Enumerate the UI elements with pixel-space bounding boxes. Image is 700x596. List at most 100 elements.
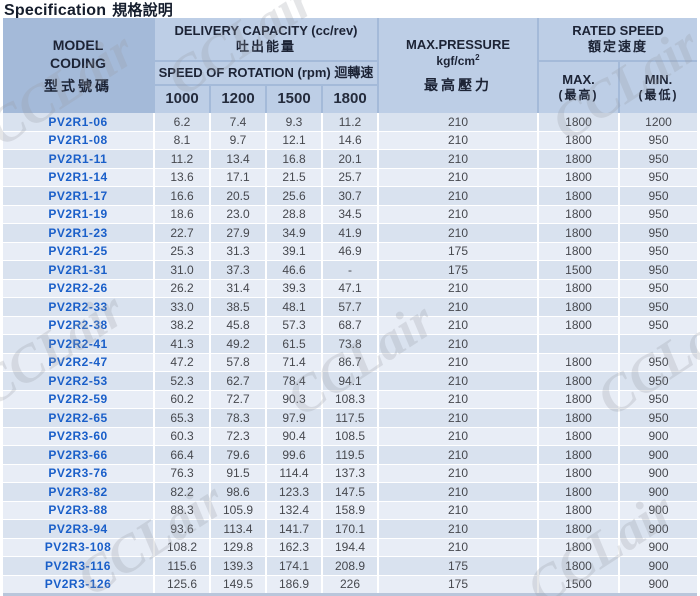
rpm-value: 78.4 (267, 372, 321, 390)
rpm-value: 23.0 (211, 205, 265, 223)
min-speed-value: 1200 (620, 113, 697, 131)
min-speed-value: 900 (620, 520, 697, 538)
rpm-value: 48.1 (267, 298, 321, 316)
spec-row: PV2R1-11 11.2 13.4 16.8 20.1 210 1800 95… (3, 150, 697, 168)
max-speed-value: 1800 (539, 113, 618, 131)
col-header-rated-speed: RATED SPEED 額定速度 (539, 18, 697, 60)
pressure-value: 210 (379, 113, 537, 131)
page-title-en: Specification (4, 2, 107, 19)
spec-row: PV2R1-14 13.6 17.1 21.5 25.7 210 1800 95… (3, 168, 697, 186)
max-speed-value: 1800 (539, 224, 618, 242)
model-code: PV2R3-66 (3, 446, 153, 464)
col-header-speed-of-rotation: SPEED OF ROTATION (rpm) 迴轉速 (155, 62, 377, 84)
spec-row: PV2R1-06 6.2 7.4 9.3 11.2 210 1800 1200 (3, 113, 697, 131)
model-code: PV2R2-26 (3, 279, 153, 297)
model-coding-label-line2: CODING (50, 54, 106, 71)
pressure-value: 210 (379, 353, 537, 371)
pressure-value: 210 (379, 279, 537, 297)
min-speed-value: 900 (620, 575, 697, 593)
spec-row: PV2R2-26 26.2 31.4 39.3 47.1 210 1800 95… (3, 279, 697, 297)
rated-max-label-en: MAX. (562, 71, 595, 87)
min-speed-value: 950 (620, 353, 697, 371)
rpm-value: 125.6 (155, 575, 209, 593)
min-speed-value: 950 (620, 372, 697, 390)
pressure-value: 210 (379, 298, 537, 316)
rpm-value: 119.5 (323, 446, 377, 464)
col-header-model-coding: MODEL CODING 型式號碼 (3, 18, 153, 113)
rpm-value: 13.6 (155, 168, 209, 186)
rpm-value: 17.1 (211, 168, 265, 186)
col-header-rpm-1500: 1500 (267, 86, 321, 113)
spec-table-body: PV2R1-06 6.2 7.4 9.3 11.2 210 1800 1200 … (3, 113, 697, 594)
rpm-value: 49.2 (211, 335, 265, 353)
pressure-value: 175 (379, 575, 537, 593)
speed-of-rotation-label: SPEED OF ROTATION (rpm) 迴轉速 (158, 64, 374, 80)
rpm-value: 72.3 (211, 427, 265, 445)
model-code: PV2R1-23 (3, 224, 153, 242)
rpm-value: 186.9 (267, 575, 321, 593)
pressure-value: 210 (379, 427, 537, 445)
rated-speed-label-en: RATED SPEED (572, 22, 664, 38)
model-code: PV2R1-11 (3, 150, 153, 168)
min-speed-value: 900 (620, 501, 697, 519)
model-code: PV2R3-116 (3, 557, 153, 575)
rpm-value: 25.6 (267, 187, 321, 205)
col-header-rpm-1000: 1000 (155, 86, 209, 113)
spec-row: PV2R3-116 115.6 139.3 174.1 208.9 175 18… (3, 557, 697, 575)
pressure-value: 175 (379, 557, 537, 575)
rpm-value: 16.6 (155, 187, 209, 205)
model-code: PV2R3-126 (3, 575, 153, 593)
model-code: PV2R1-08 (3, 131, 153, 149)
max-speed-value: 1800 (539, 372, 618, 390)
rpm-value: 149.5 (211, 575, 265, 593)
model-code: PV2R3-60 (3, 427, 153, 445)
rpm-value: 82.2 (155, 483, 209, 501)
model-code: PV2R1-14 (3, 168, 153, 186)
min-speed-value: 900 (620, 464, 697, 482)
rpm-value: 13.4 (211, 150, 265, 168)
rpm-value: 61.5 (267, 335, 321, 353)
model-code: PV2R1-19 (3, 205, 153, 223)
rpm-value: 113.4 (211, 520, 265, 538)
rpm-value: 108.3 (323, 390, 377, 408)
min-speed-value: 900 (620, 483, 697, 501)
pressure-value: 210 (379, 205, 537, 223)
min-speed-value: 950 (620, 279, 697, 297)
max-speed-value: 1800 (539, 298, 618, 316)
rpm-value: 79.6 (211, 446, 265, 464)
min-speed-value: 900 (620, 446, 697, 464)
min-speed-value: 950 (620, 298, 697, 316)
rpm-value: 47.2 (155, 353, 209, 371)
max-speed-value: 1800 (539, 538, 618, 556)
rpm-value: 27.9 (211, 224, 265, 242)
spec-row: PV2R1-08 8.1 9.7 12.1 14.6 210 1800 950 (3, 131, 697, 149)
pressure-value: 210 (379, 168, 537, 186)
rpm-value: 57.3 (267, 316, 321, 334)
rpm-value: 65.3 (155, 409, 209, 427)
min-speed-value: 950 (620, 224, 697, 242)
spec-row: PV2R3-88 88.3 105.9 132.4 158.9 210 1800… (3, 501, 697, 519)
rpm-value: 39.3 (267, 279, 321, 297)
rpm-value: 20.5 (211, 187, 265, 205)
max-speed-value: 1800 (539, 483, 618, 501)
min-speed-value: 950 (620, 316, 697, 334)
spec-row: PV2R2-33 33.0 38.5 48.1 57.7 210 1800 95… (3, 298, 697, 316)
rpm-value: 9.7 (211, 131, 265, 149)
rpm-value: 9.3 (267, 113, 321, 131)
spec-row: PV2R3-94 93.6 113.4 141.7 170.1 210 1800… (3, 520, 697, 538)
rpm-value: 90.4 (267, 427, 321, 445)
spec-row: PV2R3-126 125.6 149.5 186.9 226 175 1500… (3, 575, 697, 593)
rpm-value: 132.4 (267, 501, 321, 519)
rpm-value: 98.6 (211, 483, 265, 501)
pressure-value: 210 (379, 501, 537, 519)
model-code: PV2R1-06 (3, 113, 153, 131)
max-speed-value: 1800 (539, 187, 618, 205)
pressure-value: 175 (379, 242, 537, 260)
pressure-value: 210 (379, 335, 537, 353)
model-code: PV2R3-76 (3, 464, 153, 482)
rpm-value: 139.3 (211, 557, 265, 575)
max-speed-value: 1800 (539, 205, 618, 223)
spec-row: PV2R3-82 82.2 98.6 123.3 147.5 210 1800 … (3, 483, 697, 501)
min-speed-value: 950 (620, 150, 697, 168)
pressure-value: 210 (379, 187, 537, 205)
